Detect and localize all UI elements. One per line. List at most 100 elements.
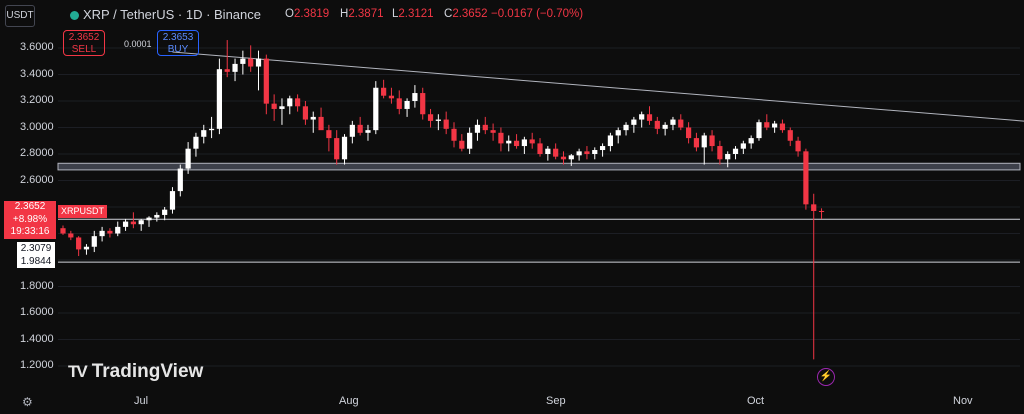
candle-body	[529, 139, 535, 144]
candle-body	[818, 210, 825, 212]
last-price: 2.3652	[14, 201, 46, 212]
candle-body	[201, 130, 207, 137]
candle-body	[506, 140, 512, 144]
y-tick-label: 1.8000	[20, 279, 54, 292]
sell-label: SELL	[71, 44, 97, 55]
buy-label: BUY	[167, 44, 189, 55]
last-price-tag: 2.3652 +8.98% 19:33:16	[4, 201, 56, 239]
candle-body	[545, 148, 551, 154]
ohlc-low: L2.3121	[392, 8, 434, 20]
candle-body	[709, 135, 715, 147]
candle-body	[537, 143, 543, 154]
y-tick-label: 2.6000	[20, 173, 54, 186]
candle-body	[435, 119, 441, 121]
buy-price: 2.3653	[162, 32, 194, 43]
y-tick-label: 1.4000	[20, 332, 54, 345]
candles	[60, 40, 825, 360]
candle-body	[732, 148, 739, 154]
candle-body	[381, 87, 387, 96]
ohlc-open: O2.3819	[285, 8, 330, 20]
candle-body	[310, 116, 316, 120]
level-tag-2: 1.9844	[17, 255, 55, 268]
settings-gear-icon[interactable]: ⚙	[22, 395, 33, 409]
candle-body	[748, 138, 754, 144]
symbol-tag: XRPUSDT	[58, 205, 108, 218]
candle-body	[216, 69, 222, 129]
candle-body	[302, 106, 309, 120]
candle-body	[232, 63, 238, 72]
candle-body	[318, 116, 324, 131]
candle-body	[240, 58, 246, 64]
level-tag-1: 2.3079	[17, 242, 55, 255]
candle-body	[427, 114, 434, 121]
candle-body	[482, 124, 488, 131]
symbol-title[interactable]: XRP / TetherUS · 1D · Binance	[70, 7, 261, 22]
trendline	[172, 51, 1024, 122]
candle-body	[787, 130, 793, 141]
candle-body	[122, 221, 129, 227]
x-tick-label: Aug	[339, 395, 359, 407]
price-change: +8.98%	[12, 213, 48, 225]
candle-body	[99, 230, 105, 237]
candle-body	[279, 106, 285, 109]
y-tick-label: 3.2000	[20, 94, 54, 106]
candle-body	[639, 114, 645, 120]
candle-body	[498, 132, 504, 144]
candle-body	[607, 135, 613, 147]
candle-body	[599, 146, 606, 151]
candle-body	[248, 58, 254, 67]
quote-currency-button[interactable]: USDT	[5, 5, 35, 27]
candle-body	[334, 138, 340, 160]
candle-body	[592, 150, 598, 154]
candle-body	[83, 246, 90, 250]
y-tick-label: 2.8000	[20, 147, 54, 159]
candle-body	[255, 58, 262, 67]
ohlc-high: H2.3871	[340, 8, 384, 20]
candle-body	[365, 130, 371, 133]
candle-body	[740, 143, 746, 149]
candle-body	[803, 151, 809, 205]
candle-body	[130, 221, 136, 225]
candle-body	[521, 139, 527, 147]
candle-body	[467, 132, 473, 149]
candle-body	[224, 69, 230, 72]
candle-body	[553, 148, 559, 157]
candle-body	[107, 230, 113, 234]
y-tick-label: 3.6000	[20, 41, 54, 53]
candle-body	[271, 103, 277, 109]
candle-body	[263, 58, 269, 104]
candle-body	[451, 128, 457, 141]
spread-value: 0.0001	[124, 39, 152, 49]
buy-button[interactable]: 2.3653 BUY	[157, 30, 199, 56]
candle-body	[764, 122, 770, 128]
candle-body	[443, 119, 449, 129]
candle-body	[631, 119, 637, 125]
candle-body	[795, 140, 801, 152]
candle-body	[701, 135, 707, 148]
candle-body	[646, 114, 653, 121]
candle-body	[420, 93, 426, 115]
candle-body	[459, 140, 465, 149]
candle-body	[115, 226, 121, 234]
candle-body	[60, 228, 66, 234]
support-zone	[57, 162, 1021, 171]
sell-button[interactable]: 2.3652 SELL	[63, 30, 105, 56]
candle-body	[76, 237, 82, 250]
symbol-title-text: XRP / TetherUS · 1D · Binance	[83, 7, 261, 22]
lightning-icon[interactable]: ⚡	[817, 368, 835, 386]
x-tick-label: Sep	[546, 395, 566, 407]
candle-body	[678, 119, 684, 128]
candle-body	[404, 101, 410, 109]
candle-body	[670, 119, 676, 125]
candle-body	[357, 124, 363, 133]
candle-body	[388, 95, 395, 99]
candle-body	[373, 87, 379, 131]
y-tick-label: 3.4000	[20, 67, 54, 80]
market-open-icon	[70, 11, 79, 21]
candle-body	[91, 236, 97, 247]
candle-body	[326, 130, 332, 139]
candle-body	[772, 123, 778, 128]
candle-body	[177, 168, 183, 192]
candle-body	[779, 123, 786, 131]
